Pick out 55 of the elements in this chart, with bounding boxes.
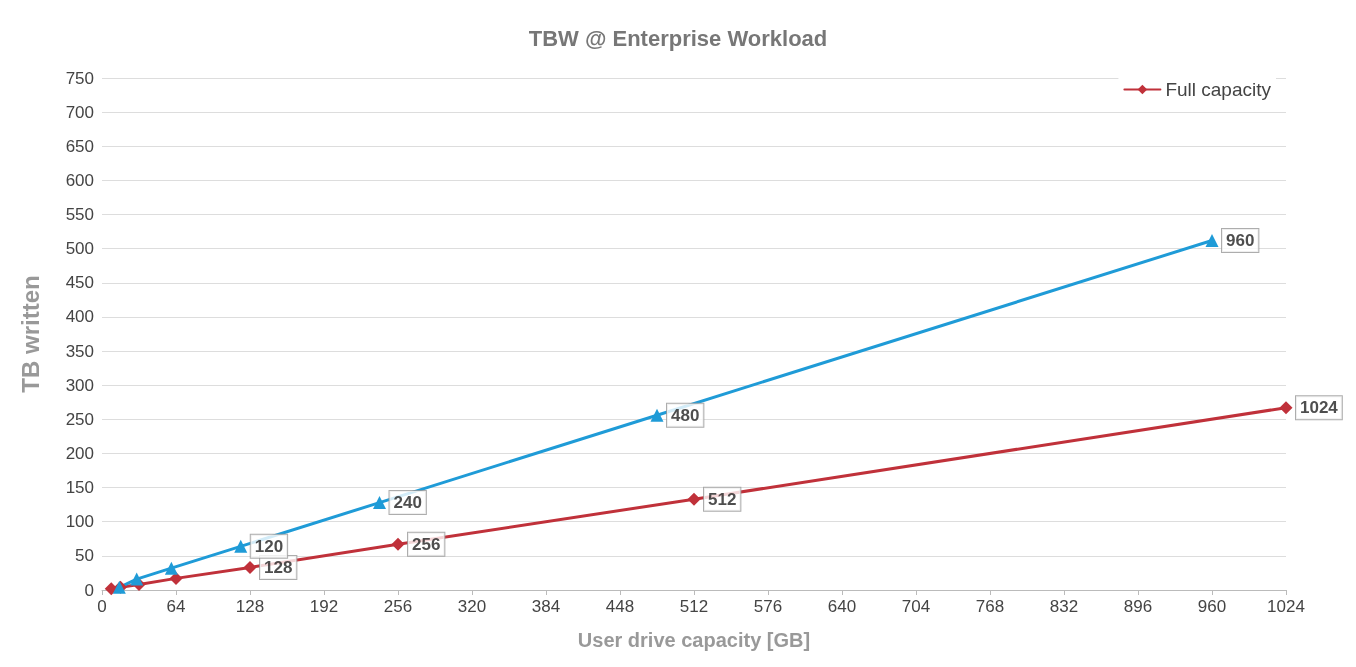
y-tick-label: 500: [65, 239, 94, 259]
y-tick-label: 600: [65, 170, 94, 190]
y-tick-label: 200: [65, 443, 94, 463]
x-tick-label: 320: [457, 597, 487, 616]
y-tick-label: 700: [65, 102, 94, 122]
y-tick-label: 400: [65, 307, 94, 327]
x-tick-label: 960: [1197, 597, 1227, 616]
y-tick-label: 250: [65, 409, 94, 429]
x-tick-label: 832: [1049, 597, 1079, 616]
x-axis-title: User drive capacity [GB]: [577, 629, 811, 651]
y-tick-label: 300: [65, 375, 94, 395]
point: [234, 539, 248, 553]
point: [130, 572, 144, 586]
y-tick-label: 50: [75, 546, 94, 566]
y-tick-label: 100: [65, 512, 94, 532]
annotation: 480: [671, 405, 700, 425]
x-tick-label: 128: [235, 597, 265, 616]
annotation: 128: [264, 557, 293, 577]
point: [1279, 401, 1293, 415]
x-tick-label: 448: [605, 597, 635, 616]
x-tick-label: 576: [753, 597, 783, 616]
x-tick-label: 640: [827, 597, 857, 616]
x-tick-label: 192: [309, 597, 339, 616]
annotation: 240: [393, 493, 422, 513]
chart-title: TBW @ Enterprise Workload: [528, 25, 828, 51]
x-tick-label: 0: [97, 597, 107, 616]
point: [1205, 233, 1219, 247]
y-tick-label: 750: [65, 68, 94, 88]
annotation: 1024: [1300, 398, 1339, 418]
x-tick-label: 512: [679, 597, 709, 616]
y-tick-label: 450: [65, 273, 94, 293]
legend-label: Full capacity: [1165, 79, 1272, 100]
y-axis-title: TB written: [16, 275, 44, 393]
annotation: 512: [708, 489, 737, 509]
y-tick-label: 150: [65, 478, 94, 498]
x-tick-label: 768: [975, 597, 1005, 616]
x-tick-label: 704: [901, 597, 931, 616]
annotation: 256: [412, 534, 441, 554]
x-tick-label: 1024: [1267, 597, 1305, 616]
point: [391, 537, 405, 551]
annotation: 120: [254, 536, 284, 556]
x-tick-label: 256: [383, 597, 413, 616]
point: [373, 496, 386, 510]
y-tick-label: 0: [84, 580, 94, 600]
point: [687, 492, 701, 506]
point: [164, 561, 178, 575]
y-tick-label: 650: [65, 136, 94, 156]
annotation: 960: [1226, 230, 1255, 250]
y-tick-label: 550: [65, 205, 94, 225]
x-tick-label: 384: [531, 597, 561, 616]
point: [243, 560, 257, 574]
point: [650, 408, 664, 422]
y-tick-label: 350: [65, 341, 94, 361]
x-tick-label: 896: [1123, 597, 1153, 616]
x-tick-label: 64: [166, 597, 186, 616]
